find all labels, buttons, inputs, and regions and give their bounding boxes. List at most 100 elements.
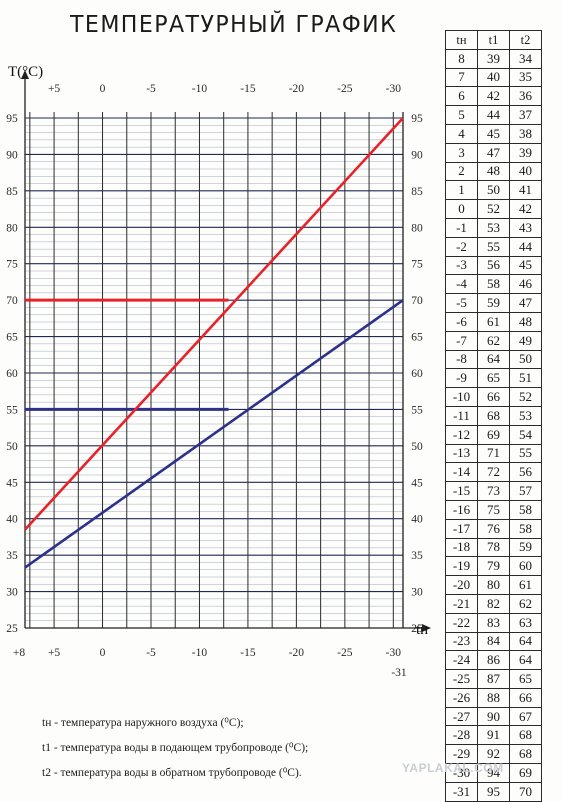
x-tick-label-top: -5 xyxy=(146,83,156,95)
y-tick-label-right: 75 xyxy=(411,259,423,271)
table-cell: -22 xyxy=(445,612,478,633)
table-cell: -7 xyxy=(445,330,478,351)
watermark: YAPLAKAL.COM xyxy=(402,761,504,775)
y-tick-label-left: 80 xyxy=(6,222,18,234)
table-cell: 56 xyxy=(509,462,542,483)
table-cell: 45 xyxy=(509,255,542,276)
temperature-chart: 25 25 30 30 35 35 40 40 45 45 50 50 55 55 60 60 65 65 70 70… xyxy=(6,64,431,679)
table-row: -2 55 44 xyxy=(445,236,542,257)
table-cell: 82 xyxy=(477,593,510,614)
x-axis-label: tн xyxy=(416,622,428,638)
y-tick-label-left: 95 xyxy=(6,113,18,125)
table-cell: -10 xyxy=(445,387,478,407)
table-cell: 46 xyxy=(509,274,542,295)
table-cell: -28 xyxy=(445,725,478,746)
table-row: -26 88 66 xyxy=(445,687,542,708)
y-tick-label-left: 30 xyxy=(6,587,18,599)
table-cell: 60 xyxy=(509,556,542,577)
y-tick-label-right: 80 xyxy=(411,222,423,234)
x-tick-label-top: -10 xyxy=(192,83,208,95)
table-cell: 37 xyxy=(509,105,542,125)
table-row: -24 86 64 xyxy=(445,650,542,671)
table-header-0: tн xyxy=(445,30,478,50)
table-row: 6 42 36 xyxy=(445,86,542,107)
table-cell: 2 xyxy=(445,161,478,182)
y-tick-label-right: 40 xyxy=(411,514,423,526)
table-cell: -24 xyxy=(445,650,478,671)
table-cell: 5 xyxy=(445,105,478,125)
table-cell: 42 xyxy=(477,86,510,107)
table-cell: 53 xyxy=(509,405,542,426)
table-cell: 69 xyxy=(477,424,510,445)
table-cell: 78 xyxy=(477,537,510,558)
table-cell: 44 xyxy=(509,236,542,257)
table-cell: 0 xyxy=(445,199,478,219)
table-cell: 68 xyxy=(477,405,510,426)
page-title: ТЕМПЕРАТУРНЫЙ ГРАФИК xyxy=(70,12,398,38)
table-cell: -3 xyxy=(445,255,478,276)
table-cell: 66 xyxy=(477,387,510,407)
legend-t1: t1 - температура воды в подающем трубопр… xyxy=(42,742,309,754)
table-cell: 50 xyxy=(477,180,510,201)
table-cell: -20 xyxy=(445,575,478,595)
table-cell: 51 xyxy=(509,368,542,389)
x-tick-label-bottom: 0 xyxy=(100,647,106,659)
table-cell: 6 xyxy=(445,86,478,107)
x-tick-label-extra: -31 xyxy=(391,667,407,679)
table-row: 4 45 38 xyxy=(445,123,542,144)
y-tick-label-left: 85 xyxy=(6,186,18,198)
table-row: -31 95 70 xyxy=(445,781,542,802)
table-row: -10 66 52 xyxy=(445,387,542,407)
x-tick-label-bottom: -5 xyxy=(146,647,156,659)
legend: tн - температура наружного воздуха (⁰C);… xyxy=(42,715,432,790)
table-cell: 86 xyxy=(477,650,510,671)
table-cell: 50 xyxy=(509,349,542,370)
table-cell: -4 xyxy=(445,274,478,295)
table-cell: 8 xyxy=(445,48,478,69)
table-row: 0 52 42 xyxy=(445,199,542,219)
table-cell: 70 xyxy=(509,781,542,802)
table-cell: 64 xyxy=(477,349,510,370)
x-tick-label-top: +5 xyxy=(48,83,60,95)
table-cell: 47 xyxy=(509,293,542,313)
table-row: -6 61 48 xyxy=(445,311,542,332)
table-cell: 79 xyxy=(477,556,510,577)
chart-grid xyxy=(21,70,431,632)
table-cell: 58 xyxy=(509,499,542,520)
x-tick-label-bottom: +5 xyxy=(48,647,60,659)
y-tick-label-right: 65 xyxy=(411,332,423,344)
table-cell: -31 xyxy=(445,781,478,802)
table-cell: -18 xyxy=(445,537,478,558)
table-cell: 62 xyxy=(509,593,542,614)
table-row: -1 53 43 xyxy=(445,217,542,238)
table-cell: 44 xyxy=(477,105,510,125)
table-cell: 61 xyxy=(477,311,510,332)
table-row: 5 44 37 xyxy=(445,105,542,125)
table-cell: 90 xyxy=(477,706,510,727)
table-row: -25 87 65 xyxy=(445,669,542,689)
table-row: 7 40 35 xyxy=(445,67,542,88)
table-cell: 56 xyxy=(477,255,510,276)
table-row: -30 94 69 xyxy=(445,763,542,783)
table-cell: 36 xyxy=(509,86,542,107)
table-cell: 75 xyxy=(477,499,510,520)
table-cell: 47 xyxy=(477,142,510,163)
y-tick-label-right: 35 xyxy=(411,550,423,562)
table-row: -22 83 63 xyxy=(445,612,542,633)
table-cell: 91 xyxy=(477,725,510,746)
table-cell: -1 xyxy=(445,217,478,238)
table-header-row: tн t1 t2 xyxy=(445,30,542,50)
y-tick-label-left: 55 xyxy=(6,404,18,416)
table-cell: 45 xyxy=(477,123,510,144)
table-cell: 48 xyxy=(477,161,510,182)
table-cell: 65 xyxy=(477,368,510,389)
y-tick-label-left: 25 xyxy=(6,623,18,635)
table-cell: 40 xyxy=(509,161,542,182)
y-tick-label-right: 95 xyxy=(411,113,423,125)
table-cell: 84 xyxy=(477,631,510,652)
y-tick-label-left: 35 xyxy=(6,550,18,562)
table-cell: 68 xyxy=(509,725,542,746)
table-cell: 64 xyxy=(509,650,542,671)
table-row: -28 91 68 xyxy=(445,725,542,746)
table-cell: 65 xyxy=(509,669,542,689)
